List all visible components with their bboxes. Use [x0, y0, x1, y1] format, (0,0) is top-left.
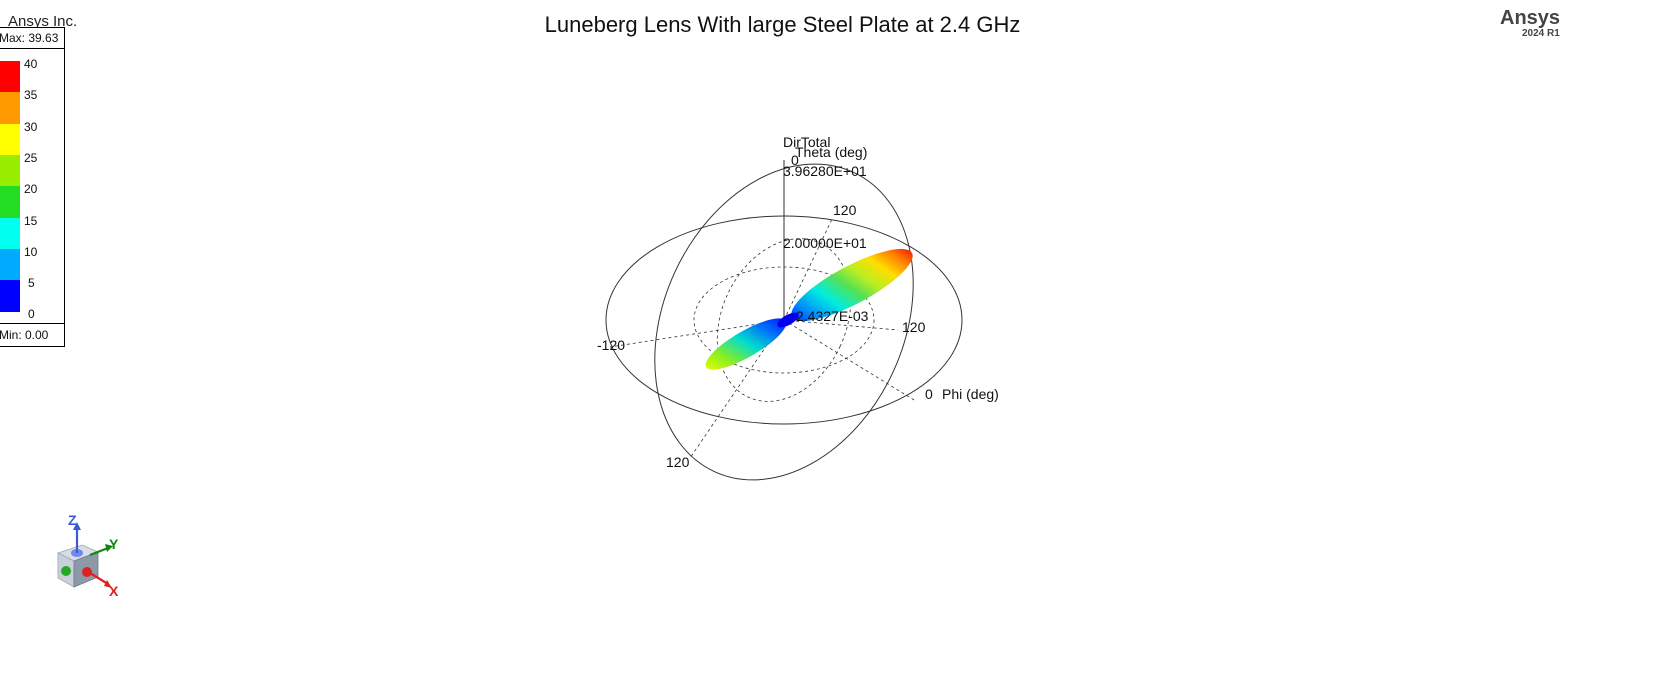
triad-z-label: Z	[68, 512, 77, 528]
phi-minus120-axis	[609, 319, 785, 348]
legend-tick-label: 15	[24, 213, 38, 228]
legend-max-label: Max: 39.63	[0, 31, 59, 45]
theta-120-axis-upper	[783, 216, 834, 321]
vendor-text: Ansys Inc.	[8, 13, 78, 30]
phi-zero-axis	[783, 319, 915, 401]
legend-tick-label: 5	[28, 276, 35, 291]
back-lobe	[705, 318, 787, 370]
chart-title: Luneberg Lens With large Steel Plate at …	[544, 12, 1021, 37]
triad-y-axis	[89, 546, 109, 557]
legend-tick-label: 20	[24, 182, 38, 197]
legend-color-block	[0, 154, 20, 187]
triad-x-label: X	[109, 583, 119, 599]
theta-tick-label: 120	[666, 454, 690, 470]
radial-max-label: 3.96280E+01	[783, 163, 867, 179]
phi-tick-label: 0	[925, 386, 933, 402]
legend-color-block	[0, 186, 20, 218]
legend-tick-label: 40	[24, 57, 38, 71]
theta-axis-title: Theta (deg)	[795, 144, 867, 160]
legend-color-block	[0, 123, 20, 156]
phi-tick-label: -120	[597, 337, 625, 353]
inner-vertical-circle	[716, 238, 852, 402]
theta-tick-label: 120	[833, 202, 857, 218]
radial-mid-label: 2.00000E+01	[783, 235, 867, 251]
triad-z-arrow	[73, 522, 81, 530]
phi-120-axis	[783, 319, 899, 331]
legend-divider	[0, 48, 64, 49]
legend-tick-label: 30	[24, 119, 38, 134]
radial-min-label: 2.4327E-03	[796, 308, 869, 324]
legend-color-block	[0, 248, 20, 281]
brand-version: 2024 R1	[1522, 28, 1560, 39]
legend-divider	[0, 323, 64, 324]
legend-tick-label: 10	[24, 244, 38, 259]
triad-x-axis	[89, 572, 109, 585]
theta-tick-label: 0	[791, 152, 799, 168]
phi-tick-label: 120	[902, 319, 926, 335]
legend-min-label: Min: 0.00	[0, 328, 49, 342]
legend-color-block	[0, 217, 20, 250]
color-legend: Max: 39.63 40 35 30 25 20 15 10 5 0 Min: 0.00	[0, 27, 65, 347]
outer-vertical-circle	[654, 163, 914, 481]
triad-y-marker	[61, 566, 71, 576]
triad-x-marker	[82, 567, 92, 577]
triad-y-arrow	[105, 544, 113, 552]
brand-logo: Ansys	[1500, 7, 1561, 29]
main-lobe	[791, 248, 913, 322]
legend-tick-label: 35	[24, 88, 38, 103]
orientation-triad[interactable]: Z Y X	[56, 512, 119, 599]
legend-tick-label: 25	[24, 150, 38, 165]
triad-y-label: Y	[109, 536, 119, 552]
legend-color-block	[0, 92, 20, 125]
quantity-label: DirTotal	[783, 134, 830, 150]
triad-x-arrow	[104, 580, 112, 588]
legend-tick-label: 0	[28, 307, 35, 322]
theta-120-axis-lower	[689, 319, 785, 459]
legend-color-block	[0, 61, 20, 93]
lobe-null-region	[777, 312, 799, 328]
legend-color-block	[0, 280, 20, 312]
phi-axis-title: Phi (deg)	[942, 386, 999, 402]
